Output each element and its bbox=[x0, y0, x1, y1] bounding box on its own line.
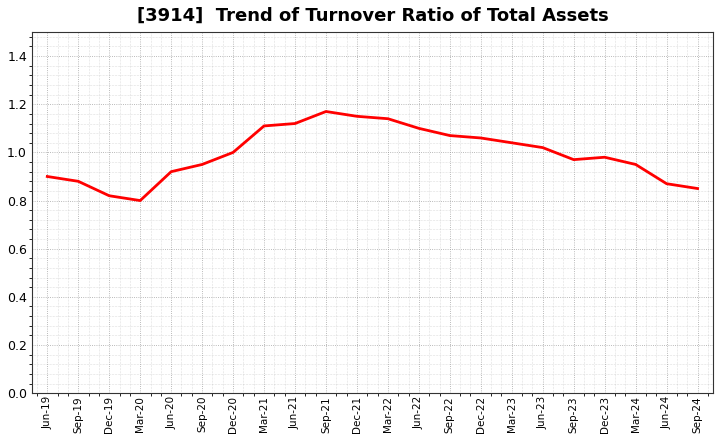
Title: [3914]  Trend of Turnover Ratio of Total Assets: [3914] Trend of Turnover Ratio of Total … bbox=[137, 7, 608, 25]
